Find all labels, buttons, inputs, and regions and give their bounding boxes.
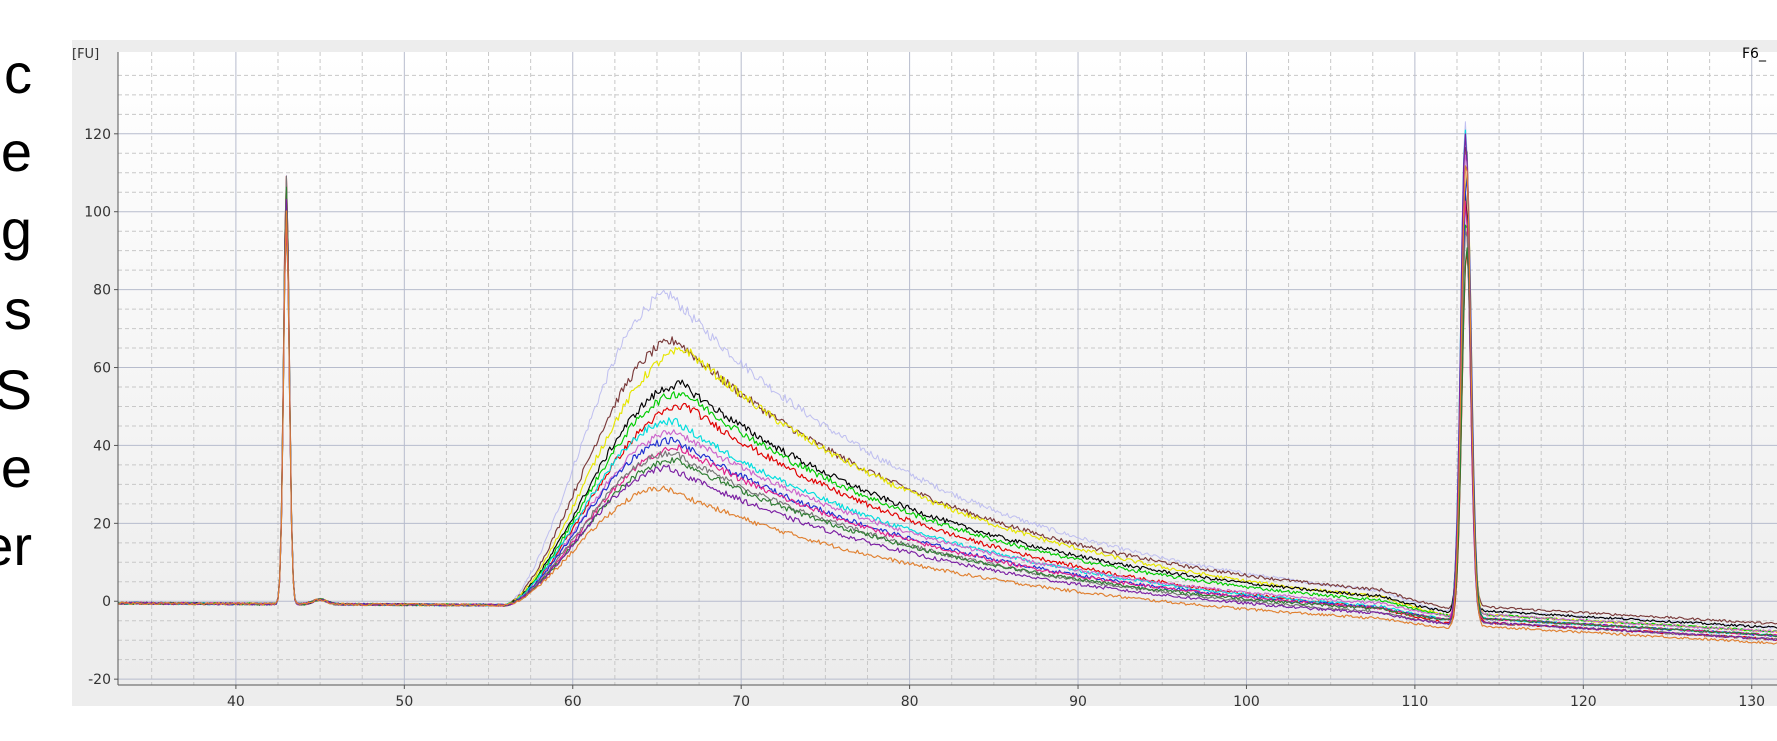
y-tick-label: 60 — [93, 361, 111, 377]
y-tick-label: 100 — [84, 205, 111, 221]
side-text-line: S — [0, 358, 32, 421]
x-tick-label: 50 — [395, 694, 413, 710]
side-text-line: s — [4, 278, 32, 341]
plot-area — [118, 52, 1777, 685]
x-tick-label: 70 — [732, 694, 750, 710]
side-text-line: e — [0, 436, 32, 499]
side-text-line: er — [0, 514, 32, 577]
side-text-line: c — [4, 42, 32, 105]
y-tick-label: 40 — [93, 438, 111, 454]
y-unit-label: [FU] — [72, 47, 99, 62]
side-text-line: g — [0, 198, 32, 261]
x-tick-label: 120 — [1570, 694, 1597, 710]
x-tick-labels: 40 50 60 70 80 90 100 110 120 130 — [227, 694, 1765, 710]
series-layer — [117, 121, 1777, 645]
x-tick-label: 110 — [1402, 694, 1429, 710]
x-tick-label: 60 — [564, 694, 582, 710]
series-line — [117, 165, 1777, 645]
sample-label: F6_ — [1742, 46, 1767, 62]
y-tick-label: 80 — [93, 283, 111, 299]
x-tick-label: 80 — [901, 694, 919, 710]
y-tick-labels: -20 0 20 40 60 80 100 120 — [84, 127, 111, 688]
cropped-side-text: c e g s S e er — [0, 0, 70, 741]
x-tick-label: 130 — [1738, 694, 1765, 710]
y-tick-label: 20 — [93, 516, 111, 532]
series-line — [117, 133, 1777, 641]
major-grid — [118, 52, 1777, 685]
minor-grid — [118, 52, 1777, 685]
x-tick-label: 100 — [1233, 694, 1260, 710]
y-tick-label: 120 — [84, 127, 111, 143]
y-tick-label: -20 — [88, 672, 111, 688]
x-tick-label: 40 — [227, 694, 245, 710]
axes — [114, 52, 1777, 689]
x-tick-label: 90 — [1069, 694, 1087, 710]
side-text-line: e — [0, 120, 32, 183]
y-tick-label: 0 — [102, 594, 111, 610]
